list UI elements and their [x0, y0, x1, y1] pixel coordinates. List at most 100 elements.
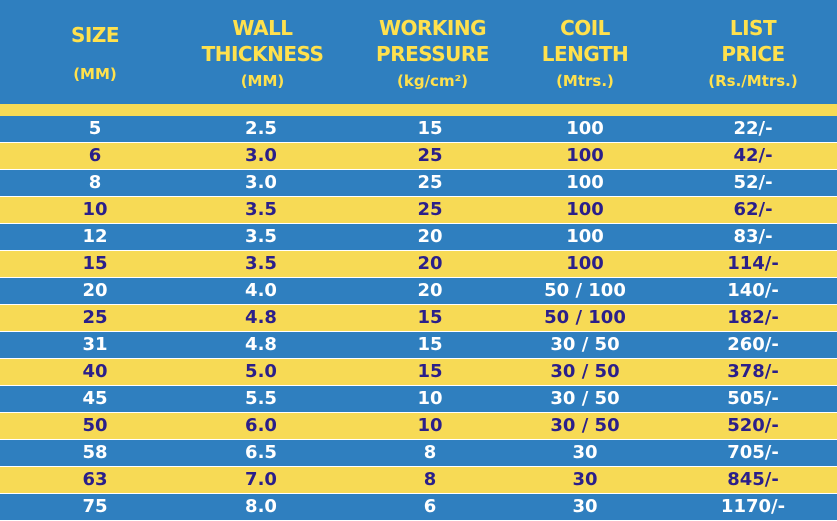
- coil-length-cell: 50 / 100: [544, 280, 626, 301]
- working-pressure-cell: 15: [417, 118, 443, 139]
- header-price-unit: (Rs./Mtrs.): [708, 72, 798, 90]
- coil-length-cell: 100: [566, 253, 604, 274]
- list-price-cell: 845/-: [727, 469, 779, 490]
- wall-thickness-cell: 4.0: [245, 280, 277, 301]
- size-cell: 63: [82, 469, 108, 490]
- wall-thickness-cell: 4.8: [245, 334, 277, 355]
- working-pressure-cell: 15: [417, 334, 443, 355]
- table-row: 12 3.5 20 100 83/-: [0, 224, 837, 251]
- header-working-pressure: WORKING PRESSURE (kg/cm²): [350, 8, 515, 100]
- list-price-cell: 260/-: [727, 334, 779, 355]
- wall-thickness-cell: 7.0: [245, 469, 277, 490]
- coil-length-cell: 100: [566, 172, 604, 193]
- working-pressure-cell: 25: [417, 172, 443, 193]
- size-cell: 10: [82, 199, 108, 220]
- list-price-cell: 22/-: [733, 118, 773, 139]
- header-size-title: SIZE: [70, 23, 120, 47]
- list-price-cell: 83/-: [733, 226, 773, 247]
- header-price-title-2: PRICE: [721, 42, 785, 66]
- coil-length-cell: 100: [566, 199, 604, 220]
- coil-length-cell: 100: [566, 145, 604, 166]
- coil-length-cell: 50 / 100: [544, 307, 626, 328]
- table-row: 75 8.0 6 30 1170/-: [0, 494, 837, 521]
- coil-length-cell: 30 / 50: [550, 388, 620, 409]
- working-pressure-cell: 10: [417, 415, 443, 436]
- working-pressure-cell: 20: [417, 280, 443, 301]
- list-price-cell: 505/-: [727, 388, 779, 409]
- coil-length-cell: 30 / 50: [550, 415, 620, 436]
- list-price-cell: 42/-: [733, 145, 773, 166]
- header-list-price: LIST PRICE (Rs./Mtrs.): [683, 8, 823, 100]
- list-price-cell: 1170/-: [720, 496, 786, 517]
- header-wall-unit: (MM): [240, 72, 285, 90]
- wall-thickness-cell: 4.8: [245, 307, 277, 328]
- size-cell: 5: [88, 118, 102, 139]
- table-row: 5 2.5 15 100 22/-: [0, 116, 837, 143]
- size-cell: 8: [88, 172, 102, 193]
- list-price-cell: 62/-: [733, 199, 773, 220]
- list-price-cell: 114/-: [727, 253, 779, 274]
- header-pressure-title-2: PRESSURE: [376, 42, 489, 66]
- wall-thickness-cell: 5.5: [245, 388, 277, 409]
- coil-length-cell: 100: [566, 226, 604, 247]
- wall-thickness-cell: 3.5: [245, 199, 277, 220]
- table-row: 58 6.5 8 30 705/-: [0, 440, 837, 467]
- list-price-cell: 52/-: [733, 172, 773, 193]
- table-header: SIZE (MM) WALL THICKNESS (MM) WORKING PR…: [0, 0, 837, 104]
- wall-thickness-cell: 5.0: [245, 361, 277, 382]
- size-cell: 15: [82, 253, 108, 274]
- wall-thickness-cell: 6.0: [245, 415, 277, 436]
- coil-length-cell: 100: [566, 118, 604, 139]
- working-pressure-cell: 20: [417, 253, 443, 274]
- working-pressure-cell: 8: [423, 442, 437, 463]
- table-row: 63 7.0 8 30 845/-: [0, 467, 837, 494]
- working-pressure-cell: 15: [417, 361, 443, 382]
- table-row: 50 6.0 10 30 / 50 520/-: [0, 413, 837, 440]
- header-coil-length: COIL LENGTH (Mtrs.): [520, 8, 650, 100]
- size-cell: 75: [82, 496, 108, 517]
- wall-thickness-cell: 3.5: [245, 226, 277, 247]
- table-row: 20 4.0 20 50 / 100 140/-: [0, 278, 837, 305]
- wall-thickness-cell: 3.0: [245, 145, 277, 166]
- header-wall-title-1: WALL: [232, 16, 293, 40]
- coil-length-cell: 30: [572, 442, 598, 463]
- table-body: 5 2.5 15 100 22/- 6 3.0 25 100 42/- 8 3.0 25 100 52/- 1…: [0, 116, 837, 521]
- table-row: 15 3.5 20 100 114/-: [0, 251, 837, 278]
- working-pressure-cell: 20: [417, 226, 443, 247]
- table-row: 6 3.0 25 100 42/-: [0, 143, 837, 170]
- size-cell: 40: [82, 361, 108, 382]
- header-coil-unit: (Mtrs.): [556, 72, 614, 90]
- coil-length-cell: 30: [572, 469, 598, 490]
- table-row: 25 4.8 15 50 / 100 182/-: [0, 305, 837, 332]
- size-cell: 58: [82, 442, 108, 463]
- coil-length-cell: 30 / 50: [550, 361, 620, 382]
- coil-length-cell: 30 / 50: [550, 334, 620, 355]
- size-cell: 12: [82, 226, 108, 247]
- table-row: 8 3.0 25 100 52/-: [0, 170, 837, 197]
- header-size-unit: (MM): [73, 65, 117, 83]
- header-wall-thickness: WALL THICKNESS (MM): [190, 8, 335, 100]
- working-pressure-cell: 8: [423, 469, 437, 490]
- list-price-cell: 182/-: [727, 307, 779, 328]
- working-pressure-cell: 10: [417, 388, 443, 409]
- list-price-cell: 520/-: [727, 415, 779, 436]
- header-price-title-1: LIST: [729, 16, 777, 40]
- size-cell: 20: [82, 280, 108, 301]
- working-pressure-cell: 6: [423, 496, 437, 517]
- size-cell: 31: [82, 334, 108, 355]
- table-row: 40 5.0 15 30 / 50 378/-: [0, 359, 837, 386]
- table-row: 10 3.5 25 100 62/-: [0, 197, 837, 224]
- table-row: 31 4.8 15 30 / 50 260/-: [0, 332, 837, 359]
- header-coil-title-1: COIL: [560, 16, 610, 40]
- wall-thickness-cell: 8.0: [245, 496, 277, 517]
- header-size: SIZE (MM): [30, 8, 160, 100]
- size-cell: 50: [82, 415, 108, 436]
- header-pressure-title-1: WORKING: [378, 16, 487, 40]
- working-pressure-cell: 25: [417, 145, 443, 166]
- working-pressure-cell: 25: [417, 199, 443, 220]
- list-price-cell: 140/-: [727, 280, 779, 301]
- size-cell: 25: [82, 307, 108, 328]
- table-row: 45 5.5 10 30 / 50 505/-: [0, 386, 837, 413]
- header-coil-title-2: LENGTH: [541, 42, 629, 66]
